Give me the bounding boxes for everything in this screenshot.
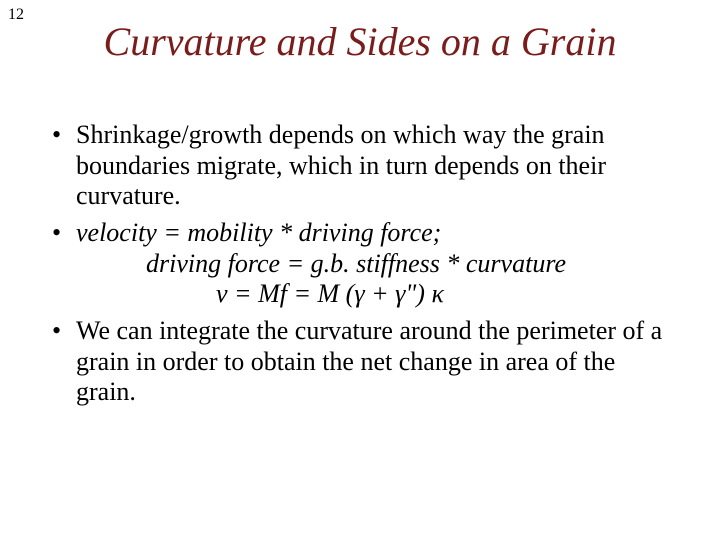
bullet-1-text: Shrinkage/growth depends on which way th… <box>76 120 606 210</box>
bullet-item-1: Shrinkage/growth depends on which way th… <box>48 120 668 212</box>
slide-title: Curvature and Sides on a Grain <box>0 18 720 65</box>
bullet-2-line1: velocity = mobility * driving force; <box>76 218 441 247</box>
slide-body: Shrinkage/growth depends on which way th… <box>48 120 668 414</box>
slide: 12 Curvature and Sides on a Grain Shrink… <box>0 0 720 540</box>
bullet-item-3: We can integrate the curvature around th… <box>48 316 668 408</box>
eq-gamma2: γ <box>395 279 405 308</box>
eq-plus: + <box>365 279 396 308</box>
bullet-3-text: We can integrate the curvature around th… <box>76 316 662 406</box>
eq-dprime: ") <box>405 279 425 308</box>
bullet-2-equation: v = Mf = M (γ + γ") κ <box>76 279 668 310</box>
eq-prefix: v = Mf = M ( <box>216 279 354 308</box>
eq-kappa: κ <box>431 279 443 308</box>
bullet-list: Shrinkage/growth depends on which way th… <box>48 120 668 408</box>
bullet-2-line2: driving force = g.b. stiffness * curvatu… <box>76 249 668 280</box>
bullet-item-2: velocity = mobility * driving force; dri… <box>48 218 668 310</box>
eq-gamma1: γ <box>354 279 364 308</box>
